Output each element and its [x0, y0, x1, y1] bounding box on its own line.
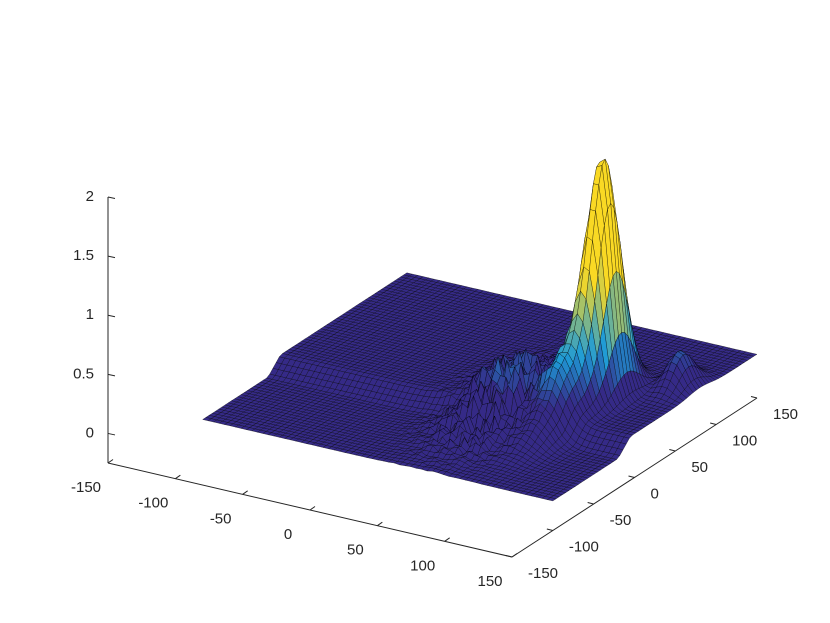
x-tick	[309, 506, 316, 511]
z-tick-label: 1	[86, 306, 94, 323]
x-tick-label: 100	[410, 557, 435, 574]
x-tick-label: -100	[138, 495, 168, 512]
z-tick	[107, 255, 116, 259]
y-tick-label: 150	[773, 406, 798, 423]
x-tick-label: -150	[71, 479, 101, 496]
x-tick	[175, 474, 181, 480]
z-tick-label: 0.5	[73, 365, 94, 382]
y-tick-label: -50	[610, 512, 632, 529]
x-tick	[377, 521, 383, 527]
y-tick	[669, 449, 676, 452]
y-tick-label: 100	[732, 432, 757, 449]
y-tick-label: -150	[528, 565, 558, 582]
x-tick-label: 50	[347, 542, 364, 559]
y-tick-label: 0	[651, 485, 659, 502]
surface-mesh	[202, 158, 758, 502]
x-tick-label: -50	[210, 510, 232, 527]
z-tick-label: 2	[86, 188, 94, 205]
y-tick	[546, 528, 553, 531]
y-tick-label: -100	[569, 538, 599, 555]
y-tick	[710, 422, 717, 425]
z-tick	[107, 196, 116, 199]
y-tick	[628, 475, 635, 478]
y-tick	[587, 502, 594, 505]
z-tick	[107, 432, 116, 436]
z-tick-label: 1.5	[73, 247, 94, 264]
z-tick-label: 0	[86, 424, 94, 441]
x-tick	[242, 490, 248, 495]
x-tick	[107, 459, 114, 464]
z-tick	[107, 373, 116, 377]
y-tick-label: 50	[691, 459, 708, 476]
z-tick	[107, 314, 116, 318]
x-tick	[511, 553, 518, 558]
y-tick	[750, 396, 758, 399]
x-tick-label: 150	[477, 573, 502, 590]
x-tick	[444, 537, 450, 542]
x-tick-label: 0	[284, 526, 292, 543]
